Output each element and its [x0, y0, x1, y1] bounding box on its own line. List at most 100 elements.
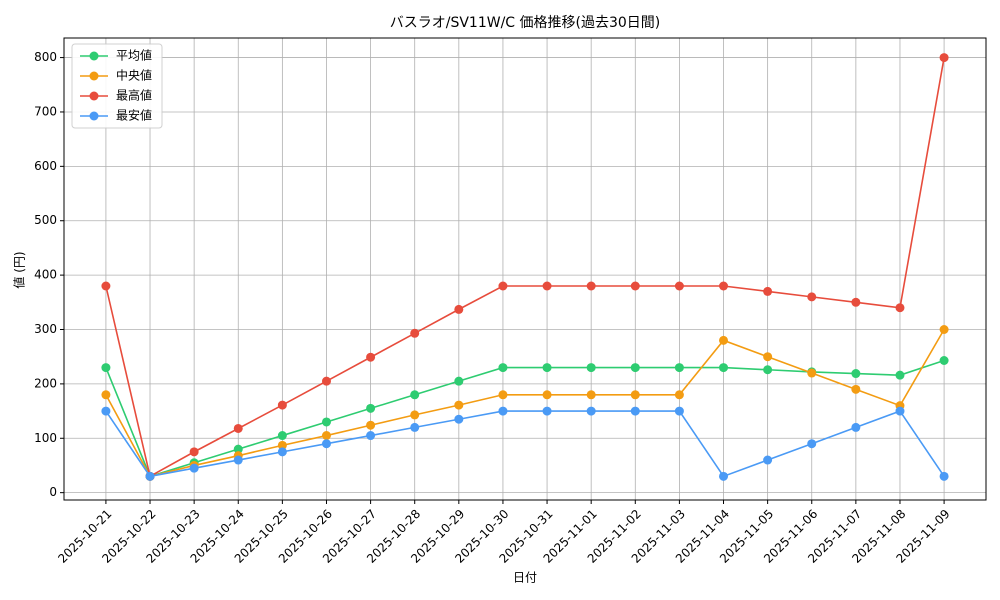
- y-tick-label: 300: [34, 322, 57, 336]
- data-point: [498, 390, 508, 400]
- x-axis-label: 日付: [513, 571, 537, 585]
- data-point: [189, 463, 199, 473]
- data-point: [366, 431, 376, 441]
- data-point: [542, 406, 552, 416]
- y-tick-label: 700: [34, 104, 57, 118]
- data-point: [366, 420, 376, 430]
- data-point: [277, 431, 287, 441]
- plot-frame: [63, 37, 987, 501]
- data-point: [939, 325, 949, 335]
- data-point: [630, 363, 640, 373]
- data-point: [719, 335, 729, 345]
- data-point: [895, 303, 905, 313]
- data-point: [851, 422, 861, 432]
- data-point: [277, 400, 287, 410]
- data-point: [586, 390, 596, 400]
- data-point: [851, 297, 861, 307]
- data-point: [807, 292, 817, 302]
- data-point: [542, 390, 552, 400]
- data-point: [410, 390, 420, 400]
- data-point: [410, 410, 420, 420]
- data-point: [410, 328, 420, 338]
- data-point: [895, 406, 905, 416]
- data-point: [630, 281, 640, 291]
- legend-marker: [89, 71, 99, 81]
- data-point: [851, 384, 861, 394]
- data-point: [366, 352, 376, 362]
- legend-label: 最高値: [116, 88, 152, 103]
- data-point: [939, 471, 949, 481]
- series-line: [105, 57, 945, 478]
- data-point: [674, 281, 684, 291]
- data-point: [542, 281, 552, 291]
- data-point: [542, 363, 552, 373]
- legend-marker: [89, 91, 99, 101]
- data-point: [939, 53, 949, 63]
- data-point: [277, 447, 287, 457]
- data-point: [939, 356, 949, 366]
- data-point: [851, 369, 861, 379]
- legend-label: 最安値: [116, 108, 152, 123]
- data-point: [763, 352, 773, 362]
- data-point: [719, 363, 729, 373]
- data-point: [454, 304, 464, 314]
- y-axis-label: 値 (円): [12, 251, 27, 288]
- legend-label: 中央値: [116, 68, 152, 83]
- data-point: [321, 376, 331, 386]
- series-line: [105, 410, 945, 478]
- data-point: [410, 422, 420, 432]
- data-point: [101, 390, 111, 400]
- data-point: [498, 363, 508, 373]
- data-point: [366, 403, 376, 413]
- data-point: [674, 390, 684, 400]
- y-tick-label: 500: [34, 213, 57, 227]
- y-tick-label: 0: [49, 485, 57, 499]
- data-point: [586, 281, 596, 291]
- series-line: [105, 359, 945, 478]
- data-point: [763, 286, 773, 296]
- data-point: [719, 471, 729, 481]
- y-tick-label: 400: [34, 268, 57, 282]
- data-point: [630, 406, 640, 416]
- data-point: [101, 281, 111, 291]
- data-point: [498, 281, 508, 291]
- data-point: [321, 439, 331, 449]
- data-point: [233, 423, 243, 433]
- data-point: [674, 406, 684, 416]
- data-point: [630, 390, 640, 400]
- data-point: [895, 370, 905, 380]
- data-point: [763, 455, 773, 465]
- data-point: [233, 444, 243, 454]
- data-point: [145, 471, 155, 481]
- y-tick-label: 200: [34, 376, 57, 390]
- data-point: [233, 455, 243, 465]
- data-point: [719, 281, 729, 291]
- legend-box: [71, 43, 163, 129]
- data-point: [454, 414, 464, 424]
- data-point: [807, 368, 817, 378]
- data-point: [101, 363, 111, 373]
- data-point: [763, 365, 773, 375]
- y-tick-label: 800: [34, 50, 57, 64]
- data-point: [321, 431, 331, 441]
- data-point: [498, 406, 508, 416]
- data-point: [321, 417, 331, 427]
- chart-title: バスラオ/SV11W/C 価格推移(過去30日間): [390, 15, 661, 31]
- data-point: [586, 406, 596, 416]
- data-point: [277, 440, 287, 450]
- data-point: [674, 363, 684, 373]
- legend-label: 平均値: [116, 48, 152, 63]
- legend-marker: [89, 111, 99, 121]
- series-line: [105, 329, 945, 478]
- data-point: [807, 439, 817, 449]
- y-tick-label: 600: [34, 159, 57, 173]
- legend-marker: [89, 51, 99, 61]
- data-point: [586, 363, 596, 373]
- y-tick-label: 100: [34, 431, 57, 445]
- data-point: [101, 406, 111, 416]
- data-point: [454, 400, 464, 410]
- data-point: [454, 376, 464, 386]
- data-point: [189, 447, 199, 457]
